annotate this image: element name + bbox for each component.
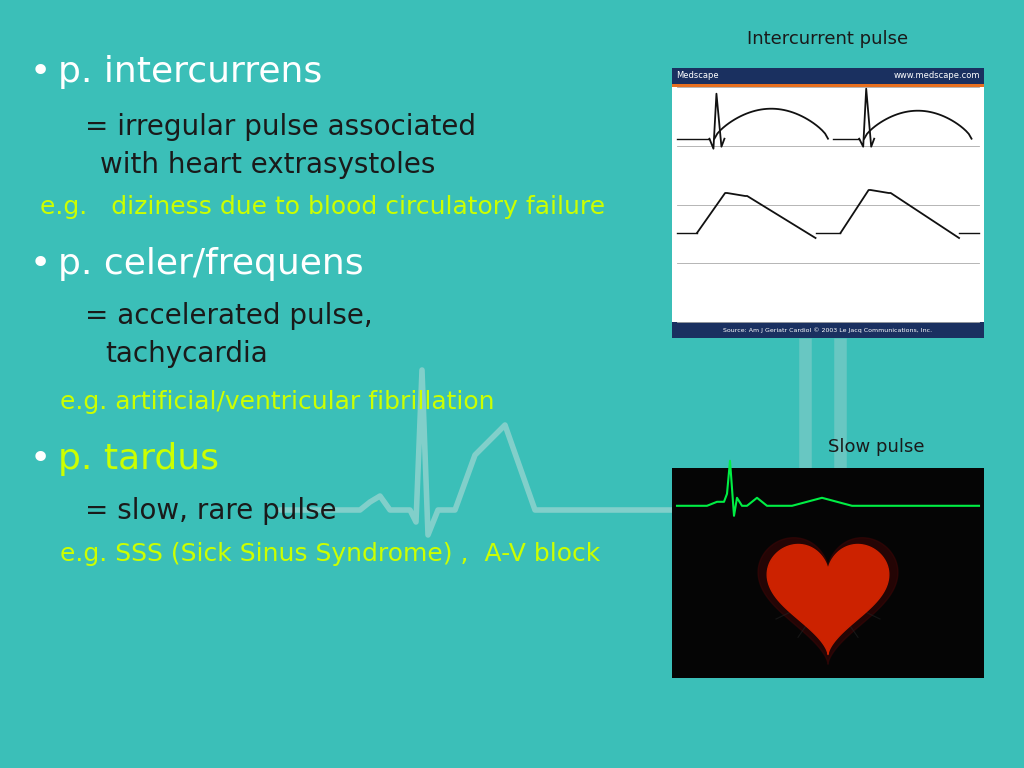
Text: tachycardia: tachycardia xyxy=(105,340,267,368)
Text: e.g.   diziness due to blood circulatory failure: e.g. diziness due to blood circulatory f… xyxy=(40,195,605,219)
Text: •: • xyxy=(30,55,51,89)
Text: e.g. artificial/ventricular fibrillation: e.g. artificial/ventricular fibrillation xyxy=(60,390,495,414)
Polygon shape xyxy=(767,545,889,654)
Bar xyxy=(672,468,984,678)
Text: p. intercurrens: p. intercurrens xyxy=(58,55,323,89)
Text: •: • xyxy=(30,442,51,476)
Polygon shape xyxy=(758,538,898,664)
Text: Medscape: Medscape xyxy=(676,71,719,81)
Text: Intercurrent pulse: Intercurrent pulse xyxy=(748,30,908,48)
Text: www.medscape.com: www.medscape.com xyxy=(894,71,980,81)
Text: Source: Am J Geriatr Cardiol © 2003 Le Jacq Communications, Inc.: Source: Am J Geriatr Cardiol © 2003 Le J… xyxy=(723,327,933,333)
Text: with heart extrasystoles: with heart extrasystoles xyxy=(100,151,435,179)
Bar xyxy=(672,322,984,338)
Bar xyxy=(672,68,984,338)
Text: p. tardus: p. tardus xyxy=(58,442,219,476)
Text: = slow, rare pulse: = slow, rare pulse xyxy=(85,497,337,525)
Text: e.g. SSS (Sick Sinus Syndrome) ,  A-V block: e.g. SSS (Sick Sinus Syndrome) , A-V blo… xyxy=(60,542,600,566)
Bar xyxy=(672,84,984,87)
Text: = irregular pulse associated: = irregular pulse associated xyxy=(85,113,476,141)
Text: = accelerated pulse,: = accelerated pulse, xyxy=(85,302,373,330)
Text: p. celer/frequens: p. celer/frequens xyxy=(58,247,364,281)
Text: •: • xyxy=(30,247,51,281)
Bar xyxy=(672,68,984,84)
Text: Slow pulse: Slow pulse xyxy=(828,438,925,456)
